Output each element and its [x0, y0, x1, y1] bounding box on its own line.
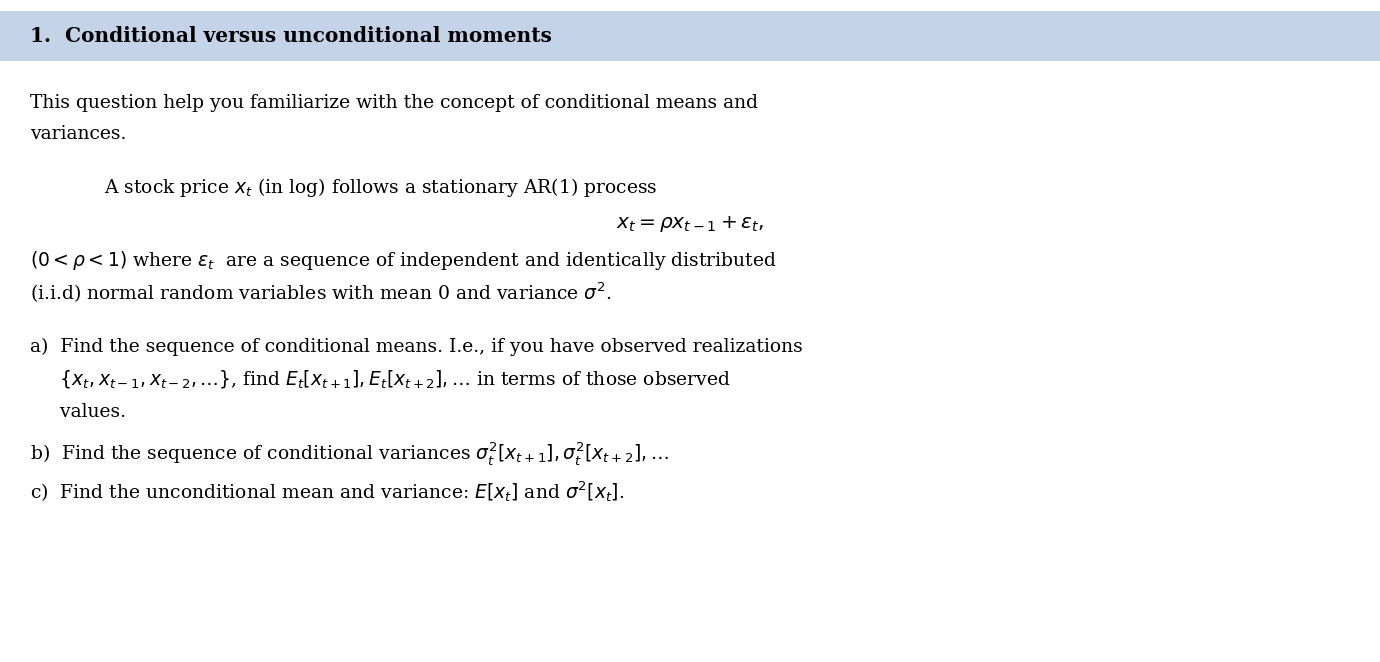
Text: values.: values.	[30, 402, 127, 421]
Text: A stock price $x_t$ (in log) follows a stationary AR(1) process: A stock price $x_t$ (in log) follows a s…	[104, 176, 657, 199]
Text: $(0 < \rho < 1)$ where $\epsilon_t$  are a sequence of independent and identical: $(0 < \rho < 1)$ where $\epsilon_t$ are …	[30, 249, 777, 271]
Text: c)  Find the unconditional mean and variance: $E[x_t]$ and $\sigma^2[x_t]$.: c) Find the unconditional mean and varia…	[30, 479, 625, 504]
Text: This question help you familiarize with the concept of conditional means and: This question help you familiarize with …	[30, 93, 759, 112]
Text: (i.i.d) normal random variables with mean 0 and variance $\sigma^2$.: (i.i.d) normal random variables with mea…	[30, 281, 613, 305]
FancyBboxPatch shape	[0, 11, 1380, 61]
Text: $x_t = \rho x_{t-1} + \epsilon_t,$: $x_t = \rho x_{t-1} + \epsilon_t,$	[615, 214, 765, 234]
Text: variances.: variances.	[30, 125, 127, 144]
Text: $\{x_t, x_{t-1}, x_{t-2}, \ldots\}$, find $E_t[x_{t+1}], E_t[x_{t+2}],\ldots$ in: $\{x_t, x_{t-1}, x_{t-2}, \ldots\}$, fin…	[30, 368, 731, 391]
Text: a)  Find the sequence of conditional means. I.e., if you have observed realizati: a) Find the sequence of conditional mean…	[30, 338, 803, 356]
Text: 1.  Conditional versus unconditional moments: 1. Conditional versus unconditional mome…	[30, 26, 552, 46]
Text: b)  Find the sequence of conditional variances $\sigma_t^2[x_{t+1}], \sigma_t^2[: b) Find the sequence of conditional vari…	[30, 440, 669, 467]
